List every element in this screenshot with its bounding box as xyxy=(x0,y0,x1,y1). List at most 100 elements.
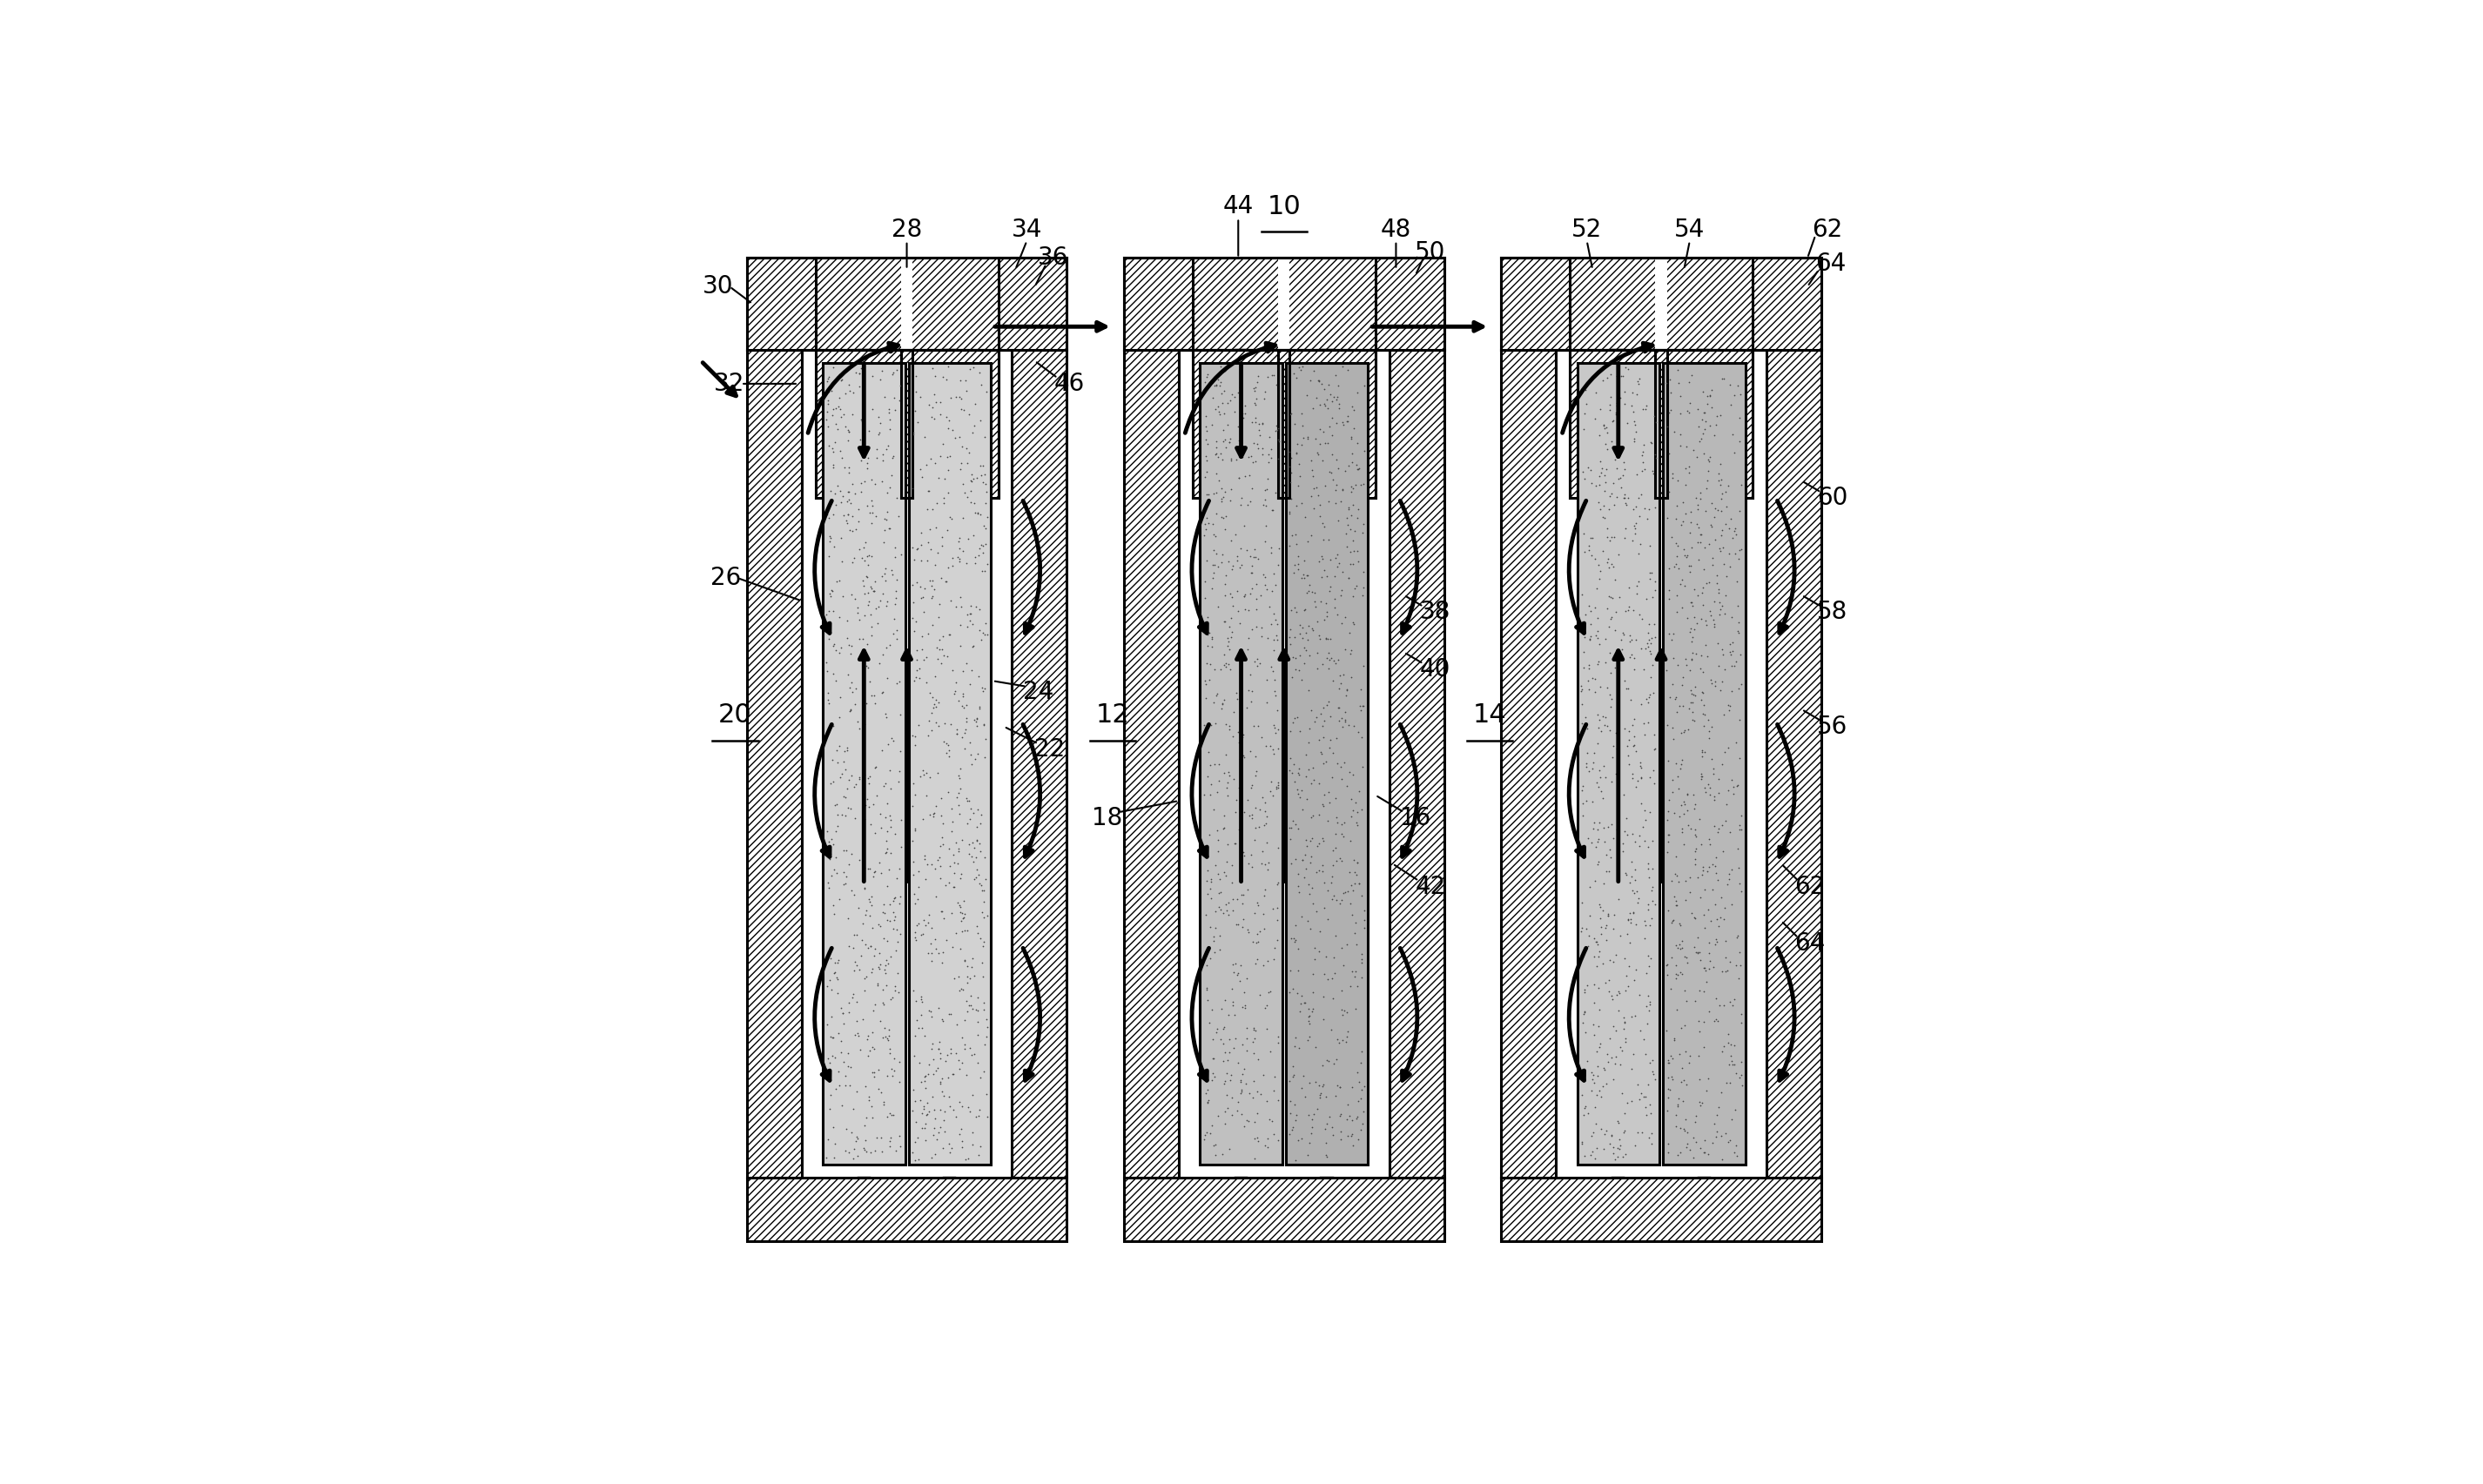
Point xyxy=(914,801,953,825)
Point xyxy=(822,1040,862,1064)
Point xyxy=(941,634,981,657)
Point xyxy=(854,999,894,1022)
Point xyxy=(1589,979,1629,1003)
Point xyxy=(1209,1003,1249,1027)
Point xyxy=(1224,883,1264,907)
Point xyxy=(1237,1079,1276,1103)
Point xyxy=(1279,785,1318,809)
Point xyxy=(894,607,934,631)
Point xyxy=(1661,929,1701,953)
Point xyxy=(966,463,1006,487)
Point xyxy=(1279,464,1318,488)
Point xyxy=(1192,1061,1232,1085)
Point xyxy=(1649,1051,1688,1074)
Point xyxy=(911,686,951,709)
Point xyxy=(1279,705,1318,729)
Point xyxy=(953,414,993,438)
Point xyxy=(929,408,968,432)
Point xyxy=(1587,365,1626,389)
Point xyxy=(1204,1070,1244,1094)
Point xyxy=(1676,852,1716,876)
Point xyxy=(896,570,936,594)
Point xyxy=(1187,1120,1227,1144)
Point xyxy=(827,758,867,782)
Point xyxy=(827,512,867,536)
Point xyxy=(1314,467,1353,491)
Point xyxy=(1304,784,1343,807)
Point xyxy=(1721,429,1760,453)
Point xyxy=(1234,377,1274,401)
Point xyxy=(1318,810,1358,834)
Point xyxy=(832,697,872,721)
Point xyxy=(1572,600,1611,623)
Point xyxy=(1619,769,1659,792)
Point xyxy=(1569,656,1609,680)
Point xyxy=(1194,690,1234,714)
Point xyxy=(1237,947,1276,971)
Point xyxy=(807,687,847,711)
Point xyxy=(834,693,874,717)
Point xyxy=(1592,660,1631,684)
Point xyxy=(1688,450,1728,473)
Point xyxy=(1276,531,1316,555)
Point xyxy=(949,993,988,1017)
Point xyxy=(894,548,934,571)
Point xyxy=(1326,708,1366,732)
Point xyxy=(872,985,911,1009)
Point xyxy=(1199,374,1239,398)
Point xyxy=(1309,907,1348,930)
Point xyxy=(1299,657,1338,681)
Point xyxy=(949,971,988,994)
Point xyxy=(1207,626,1246,650)
Point xyxy=(1676,847,1716,871)
Point xyxy=(837,709,876,733)
Point xyxy=(1318,1031,1358,1055)
Point xyxy=(941,1129,981,1153)
Point xyxy=(1217,447,1256,470)
Point xyxy=(847,545,886,568)
Point xyxy=(1611,1005,1651,1028)
Point xyxy=(1189,1088,1229,1112)
Point xyxy=(829,1000,869,1024)
Point xyxy=(1701,752,1741,776)
Point xyxy=(896,411,936,435)
Point xyxy=(1333,539,1373,562)
Point xyxy=(1711,769,1751,792)
Point xyxy=(819,395,859,418)
Point xyxy=(1569,628,1609,651)
Point xyxy=(1587,457,1626,481)
Point xyxy=(1304,714,1343,738)
Point xyxy=(1634,889,1674,913)
Point xyxy=(817,739,857,763)
Point xyxy=(1338,457,1378,481)
Point xyxy=(879,856,919,880)
Point xyxy=(852,884,891,908)
Point xyxy=(1587,551,1626,574)
Point xyxy=(867,974,906,997)
Point xyxy=(1304,896,1343,920)
Point xyxy=(869,475,909,499)
Point xyxy=(1184,512,1224,536)
Point xyxy=(966,1008,1006,1031)
Point xyxy=(1569,653,1609,677)
Point xyxy=(904,1097,944,1120)
Point xyxy=(1716,570,1755,594)
Point xyxy=(1691,515,1731,539)
Point xyxy=(1661,674,1701,697)
Point xyxy=(1314,987,1353,1011)
Point xyxy=(1634,736,1674,760)
Point xyxy=(1328,496,1368,519)
Point xyxy=(1189,741,1229,764)
Point xyxy=(852,1141,891,1165)
Point xyxy=(1679,941,1718,965)
Point xyxy=(1654,672,1693,696)
Point xyxy=(921,1070,961,1094)
Point xyxy=(1602,463,1641,487)
Point xyxy=(1219,466,1259,490)
Point xyxy=(1219,720,1259,743)
Point xyxy=(894,1077,934,1101)
Point xyxy=(1301,702,1341,726)
Point xyxy=(1629,567,1669,591)
Point xyxy=(817,493,857,516)
Point xyxy=(1688,600,1728,623)
